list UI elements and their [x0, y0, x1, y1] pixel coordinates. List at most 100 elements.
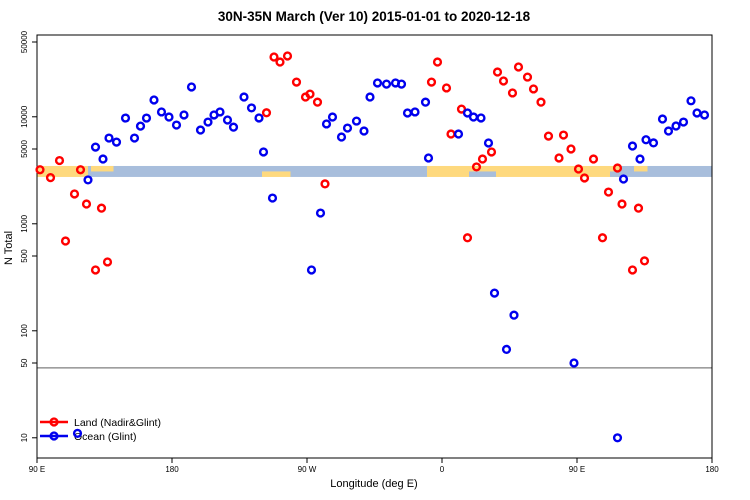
- data-point-land: [282, 51, 293, 61]
- data-point-land: [492, 67, 503, 77]
- data-point-land: [69, 189, 80, 199]
- data-point-land: [456, 104, 467, 114]
- data-point-ocean: [186, 82, 197, 92]
- data-point-ocean: [156, 107, 167, 117]
- y-axis-label: N Total: [3, 231, 15, 265]
- x-tick-label: 0: [440, 465, 445, 474]
- data-point-land: [627, 265, 638, 275]
- y-tick-label: 5000: [20, 140, 29, 158]
- y-tick-label: 50: [20, 358, 29, 367]
- data-point-land: [471, 162, 482, 172]
- data-point-land: [573, 164, 584, 174]
- legend-label-land: Land (Nadir&Glint): [74, 417, 161, 429]
- data-point-land: [320, 179, 330, 189]
- map-band-segment-land: [427, 165, 621, 177]
- data-point-ocean: [336, 132, 347, 142]
- data-point-land: [275, 57, 285, 67]
- data-point-land: [513, 62, 524, 72]
- data-point-land: [633, 203, 644, 213]
- data-point-land: [579, 173, 590, 183]
- data-point-ocean: [129, 133, 140, 143]
- data-point-ocean: [222, 115, 233, 125]
- data-point-land: [269, 52, 279, 62]
- data-point-ocean: [627, 141, 638, 151]
- data-point-ocean: [423, 153, 434, 163]
- legend: Land (Nadir&Glint) Ocean (Glint): [40, 417, 161, 443]
- data-point-ocean: [306, 265, 317, 275]
- x-tick-label: 90 W: [298, 465, 317, 474]
- legend-marker-ocean-icon: [49, 431, 59, 441]
- data-point-ocean: [83, 175, 93, 185]
- data-point-ocean: [692, 108, 702, 118]
- data-point-ocean: [671, 121, 681, 131]
- data-points: [35, 51, 710, 443]
- map-band-segment-land: [634, 165, 648, 172]
- data-point-ocean: [149, 95, 159, 105]
- map-band-segment-ocean: [610, 171, 621, 177]
- data-point-ocean: [648, 138, 659, 148]
- data-point-land: [102, 257, 113, 267]
- data-point-ocean: [410, 107, 420, 117]
- data-point-ocean: [569, 358, 579, 368]
- y-tick-label: 1000: [20, 214, 29, 232]
- data-point-ocean: [135, 121, 146, 131]
- data-point-land: [441, 83, 452, 93]
- data-point-ocean: [476, 113, 486, 123]
- data-point-land: [536, 97, 546, 107]
- y-tick-label: 50000: [20, 30, 29, 53]
- data-point-ocean: [179, 110, 189, 120]
- data-point-ocean: [372, 78, 383, 88]
- map-band-segment-land: [91, 165, 114, 172]
- data-point-land: [639, 256, 650, 266]
- data-point-ocean: [90, 142, 101, 152]
- map-band-segment-ocean: [88, 165, 262, 177]
- data-point-ocean: [203, 117, 213, 127]
- data-point-ocean: [641, 135, 651, 145]
- data-point-ocean: [258, 147, 269, 157]
- data-point-land: [462, 233, 473, 243]
- data-point-ocean: [228, 122, 239, 132]
- data-point-ocean: [699, 110, 710, 120]
- data-point-land: [498, 76, 509, 86]
- data-point-land: [35, 165, 45, 175]
- data-point-ocean: [663, 126, 674, 136]
- data-point-ocean: [686, 96, 696, 106]
- data-point-ocean: [365, 92, 375, 102]
- data-point-land: [90, 265, 101, 275]
- legend-label-ocean: Ocean (Glint): [74, 431, 136, 443]
- data-point-land: [597, 233, 608, 243]
- data-point-land: [477, 154, 488, 164]
- data-point-ocean: [618, 174, 629, 184]
- data-point-ocean: [72, 428, 83, 438]
- data-point-ocean: [462, 108, 473, 118]
- data-point-ocean: [359, 126, 369, 136]
- map-band-segment-ocean: [469, 171, 496, 177]
- y-tick-label: 500: [20, 249, 29, 263]
- data-point-ocean: [171, 120, 182, 130]
- data-point-land: [543, 131, 554, 141]
- data-point-land: [588, 154, 599, 164]
- x-tick-label: 180: [165, 465, 179, 474]
- map-band-segment-land: [37, 165, 88, 177]
- data-point-ocean: [453, 129, 464, 139]
- data-point-ocean: [396, 79, 407, 89]
- data-point-land: [312, 97, 323, 107]
- data-point-ocean: [246, 103, 257, 113]
- data-point-land: [96, 203, 107, 213]
- plot-frame: [36, 34, 713, 459]
- x-tick-label: 90 E: [569, 465, 585, 474]
- data-point-ocean: [98, 154, 108, 164]
- data-point-ocean: [483, 138, 494, 148]
- data-point-ocean: [195, 125, 206, 135]
- data-point-land: [54, 155, 65, 166]
- data-point-ocean: [215, 107, 225, 117]
- data-point-ocean: [657, 114, 668, 124]
- data-point-ocean: [402, 108, 413, 118]
- map-band-segment-ocean: [262, 165, 291, 172]
- data-point-ocean: [468, 112, 479, 122]
- data-point-ocean: [509, 310, 519, 320]
- data-point-land: [305, 89, 315, 99]
- data-point-ocean: [612, 433, 623, 443]
- data-point-land: [507, 88, 518, 98]
